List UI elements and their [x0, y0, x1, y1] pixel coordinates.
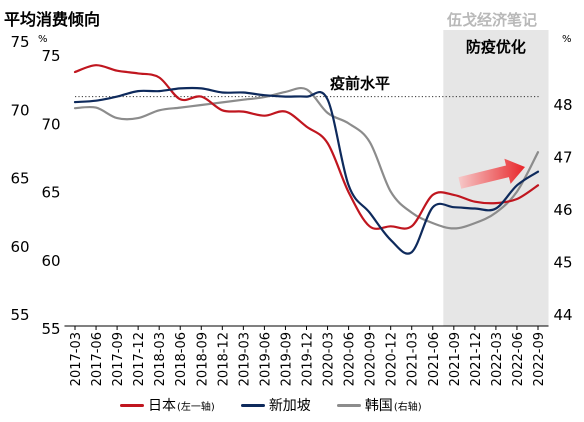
legend-swatch-japan [120, 403, 144, 407]
series-line-韩国 [73, 86, 540, 230]
x-axis-ticks: 2017-03 2017-06 2017-09 2017-12 2018-03 2018-… [69, 326, 547, 386]
left-tick-label: 60 [10, 238, 29, 256]
x-tick-label: 2020-09 [364, 332, 379, 386]
chart-title: 平均消费倾向 [4, 10, 100, 29]
legend-swatch-singapore [240, 403, 265, 407]
left-inner-tick-label: 55 [41, 320, 60, 338]
left-inner-tick-label: 75 [41, 47, 60, 65]
legend-item-korea: 韩国 (右轴) [336, 395, 422, 415]
left-axis-unit: % [38, 34, 48, 45]
x-tick-label: 2020-06 [343, 332, 358, 386]
trend-arrow [458, 158, 525, 189]
legend-item-singapore: 新加坡 [240, 395, 311, 415]
x-tick-label: 2021-03 [406, 332, 421, 386]
right-axis-ticks: 48 47 46 45 44 [553, 96, 572, 324]
x-tick-label: 2021-09 [448, 332, 463, 386]
x-tick-label: 2021-06 [427, 332, 442, 386]
left-axis-ticks: 75 70 65 60 55 [10, 33, 29, 324]
series-line-新加坡 [73, 86, 540, 255]
legend-item-japan: 日本 (左一轴) [120, 395, 215, 415]
left-tick-label: 75 [10, 33, 29, 51]
left-tick-label: 65 [10, 170, 29, 188]
right-tick-label: 46 [553, 201, 572, 219]
x-tick-label: 2022-06 [511, 332, 526, 386]
x-tick-label: 2017-03 [69, 332, 84, 386]
legend-note-japan: (左一轴) [177, 401, 215, 413]
right-tick-label: 45 [553, 254, 572, 272]
x-tick-label: 2017-06 [90, 332, 105, 386]
right-tick-label: 48 [553, 96, 572, 114]
right-axis-unit: % [562, 34, 572, 45]
left-inner-tick-label: 60 [41, 252, 60, 270]
x-tick-label: 2018-09 [195, 332, 210, 386]
left-axis-inner-ticks: 75 70 65 60 55 [41, 47, 60, 338]
x-tick-label: 2022-03 [490, 332, 505, 386]
left-inner-tick-label: 65 [41, 184, 60, 202]
x-tick-label: 2022-09 [532, 332, 547, 386]
legend-label-japan: 日本 [148, 398, 176, 414]
x-tick-label: 2020-12 [385, 332, 400, 386]
series-lines [73, 64, 540, 255]
right-tick-label: 44 [553, 306, 572, 324]
right-tick-label: 47 [553, 149, 572, 167]
x-tick-label: 2019-03 [237, 332, 252, 386]
x-tick-label: 2019-09 [279, 332, 294, 386]
shaded-region-label: 防疫优化 [466, 38, 526, 56]
legend-label-korea: 韩国 [364, 398, 393, 414]
left-inner-tick-label: 70 [41, 115, 60, 133]
x-tick-label: 2021-12 [469, 332, 484, 386]
left-tick-label: 70 [10, 101, 29, 119]
x-tick-label: 2019-12 [301, 332, 316, 386]
x-tick-label: 2017-12 [132, 332, 147, 386]
legend: 日本 (左一轴) 新加坡 韩国 (右轴) [120, 394, 448, 416]
x-tick-label: 2019-06 [258, 332, 273, 386]
x-tick-label: 2020-03 [322, 332, 337, 386]
x-tick-label: 2018-06 [174, 332, 189, 386]
series-line-日本 [73, 64, 540, 230]
reference-line-label: 疫前水平 [330, 75, 390, 93]
left-tick-label: 55 [10, 306, 29, 324]
legend-swatch-korea [336, 403, 361, 407]
x-tick-label: 2018-03 [153, 332, 168, 386]
x-tick-label: 2017-09 [111, 332, 126, 386]
legend-note-korea: (右轴) [393, 401, 422, 413]
watermark: 伍戈经济笔记 [446, 11, 537, 29]
legend-label-singapore: 新加坡 [268, 398, 311, 414]
x-tick-label: 2018-12 [216, 332, 231, 386]
